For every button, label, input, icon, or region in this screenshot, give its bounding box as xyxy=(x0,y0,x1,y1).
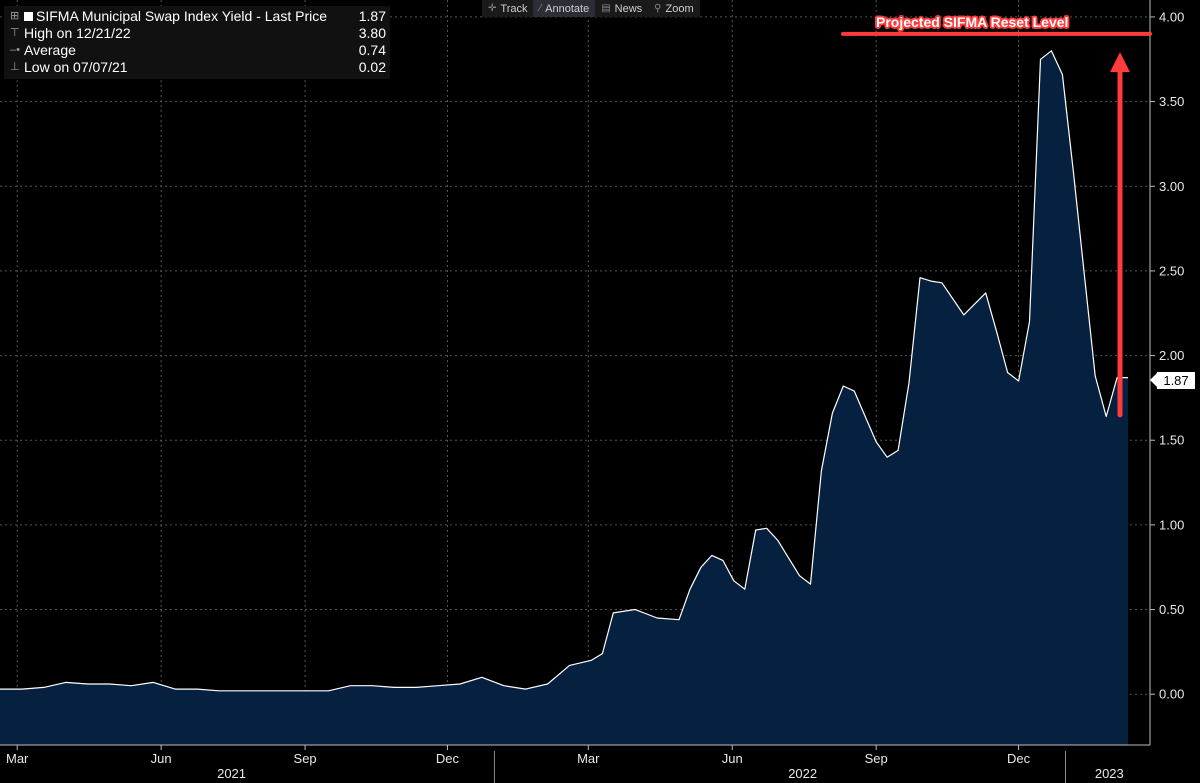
legend-avg-value: 0.74 xyxy=(358,42,386,58)
plot-area xyxy=(0,50,1129,746)
magnifier-icon: ⚲ xyxy=(654,3,662,14)
news-icon: ▤ xyxy=(601,3,611,14)
legend-avg-label: Average xyxy=(24,42,76,58)
pencil-icon: ∕ xyxy=(539,3,542,14)
chart-toolbar: ✛ Track ∕ Annotate ▤ News ⚲ Zoom xyxy=(482,0,700,17)
legend-high-value: 3.80 xyxy=(358,25,386,41)
legend-panel: ⊞ SIFMA Municipal Swap Index Yield - Last… xyxy=(4,6,390,79)
y-tick-label: 1.00 xyxy=(1159,517,1184,532)
annotations xyxy=(841,31,1152,418)
year-label: 2022 xyxy=(788,766,817,781)
legend-series-title: SIFMA Municipal Swap Index Yield - Last … xyxy=(36,8,328,24)
reset-level-label: Projected SIFMA Reset Level xyxy=(876,14,1069,30)
legend-low-value: 0.02 xyxy=(358,59,386,75)
x-tick-label: Sep xyxy=(865,751,888,766)
y-tick-label: 4.00 xyxy=(1159,9,1184,24)
legend-avg-row: –• Average 0.74 xyxy=(10,42,386,59)
legend-low-row: ⊥ Low on 07/07/21 0.02 xyxy=(10,59,386,76)
y-tick-label: 0.50 xyxy=(1159,602,1184,617)
x-tick-label: Dec xyxy=(436,751,460,766)
average-marker-icon: –• xyxy=(10,44,20,56)
y-tick-label: 0.00 xyxy=(1159,687,1184,702)
high-marker-icon: ⊤ xyxy=(10,27,20,39)
legend-high-label: High on 12/21/22 xyxy=(24,25,131,41)
y-tick-label: 3.00 xyxy=(1159,179,1184,194)
annotate-button[interactable]: ∕ Annotate xyxy=(533,0,596,17)
legend-high-row: ⊤ High on 12/21/22 3.80 xyxy=(10,25,386,42)
series-line xyxy=(0,50,1129,692)
y-tick-label: 3.50 xyxy=(1159,94,1184,109)
x-tick-label: Dec xyxy=(1007,751,1031,766)
last-price-marker: 1.87 xyxy=(1150,372,1195,389)
x-tick-label: Mar xyxy=(577,751,600,766)
news-button[interactable]: ▤ News xyxy=(601,2,643,15)
track-button[interactable]: ✛ Track xyxy=(488,2,528,15)
y-tick-label: 2.50 xyxy=(1159,263,1184,278)
arrow-head-icon xyxy=(1110,52,1130,73)
year-label: 2023 xyxy=(1095,766,1124,781)
series-area xyxy=(0,50,1129,746)
legend-title-row: ⊞ SIFMA Municipal Swap Index Yield - Last… xyxy=(10,8,386,25)
legend-last-price: 1.87 xyxy=(358,8,386,24)
collapse-icon[interactable]: ⊞ xyxy=(10,10,20,22)
y-tick-label: 1.50 xyxy=(1159,433,1184,448)
x-tick-label: Jun xyxy=(722,751,743,766)
x-tick-label: Jun xyxy=(151,751,172,766)
zoom-button[interactable]: ⚲ Zoom xyxy=(654,2,694,15)
y-tick-label: 2.00 xyxy=(1159,348,1184,363)
x-tick-label: Sep xyxy=(294,751,317,766)
crosshair-icon: ✛ xyxy=(488,3,497,14)
low-marker-icon: ⊥ xyxy=(10,61,20,73)
legend-low-label: Low on 07/07/21 xyxy=(24,59,128,75)
year-label: 2021 xyxy=(217,766,246,781)
series-swatch-icon xyxy=(24,12,33,21)
x-tick-label: Mar xyxy=(6,751,29,766)
